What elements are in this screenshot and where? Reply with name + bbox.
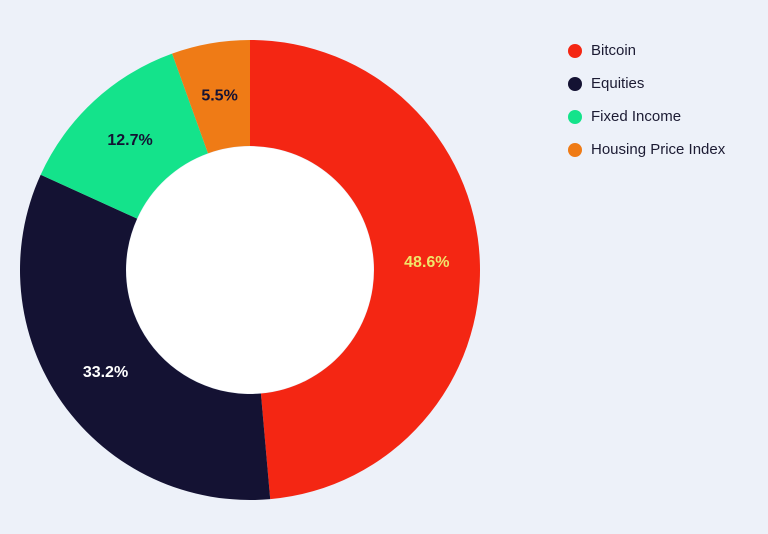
pie-slice-fixed-income[interactable] <box>40 53 208 219</box>
legend-marker-equities <box>568 76 582 91</box>
legend-marker-fixed-income <box>568 109 582 124</box>
legend-item-housing-price-index[interactable]: Housing Price Index <box>568 139 725 160</box>
slice-percentage-label: 12.7% <box>107 132 152 149</box>
slice-percentage-label: 33.2% <box>83 364 128 381</box>
legend-label: Bitcoin <box>591 42 637 59</box>
legend-item-fixed-income[interactable]: Fixed Income <box>568 106 725 127</box>
legend: Bitcoin Equities Fixed Income Housing Pr… <box>568 40 725 160</box>
legend-label: Fixed Income <box>591 108 682 125</box>
legend-label: Housing Price Index <box>591 141 726 158</box>
pie-slice-equities[interactable] <box>19 174 271 501</box>
legend-marker-bitcoin <box>568 43 582 58</box>
pie-slice-housing-price-index[interactable] <box>172 40 250 154</box>
legend-item-equities[interactable]: Equities <box>568 73 725 94</box>
slice-percentage-label: 48.6% <box>404 254 449 271</box>
donut-hole <box>126 146 374 394</box>
pie-slice-bitcoin[interactable] <box>250 40 481 500</box>
legend-marker-housing-price-index <box>568 142 582 157</box>
slice-percentage-label: 5.5% <box>201 88 237 105</box>
legend-label: Equities <box>591 75 645 92</box>
legend-item-bitcoin[interactable]: Bitcoin <box>568 40 725 61</box>
